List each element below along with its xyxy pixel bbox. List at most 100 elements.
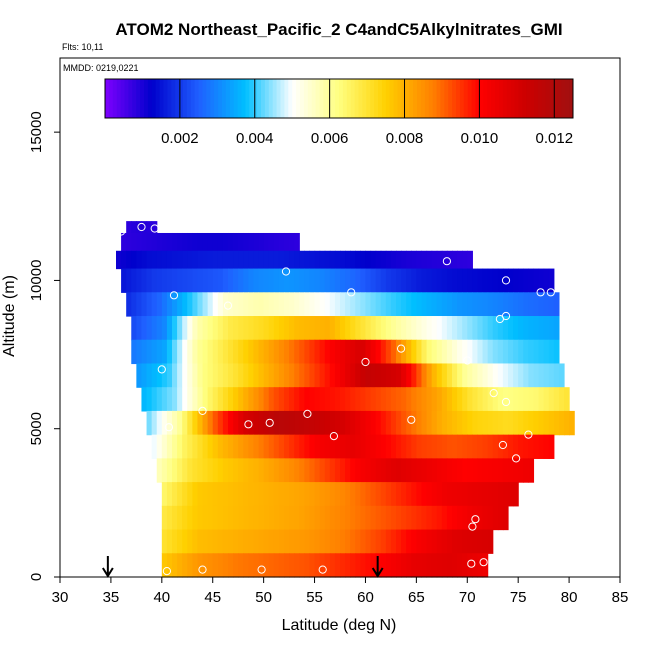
heatmap-cell — [182, 529, 188, 554]
heatmap-cell — [482, 387, 489, 412]
heatmap-cell — [467, 250, 473, 270]
heatmap-cell — [136, 292, 143, 317]
heatmap-cell — [258, 268, 265, 293]
heatmap-cell — [294, 505, 300, 531]
heatmap-cell — [457, 553, 463, 578]
heatmap-cell — [284, 553, 290, 578]
heatmap-cell — [533, 363, 540, 388]
heatmap-cell — [309, 482, 316, 507]
heatmap-cell — [411, 410, 417, 436]
heatmap-cell — [238, 292, 244, 317]
heatmap-cell — [416, 529, 423, 554]
heatmap-cell — [533, 292, 540, 317]
heatmap-cell — [390, 434, 397, 459]
heatmap-cell — [253, 458, 260, 483]
colorbar-segment — [498, 79, 504, 118]
heatmap-cell — [258, 292, 265, 317]
heatmap-cell — [146, 250, 153, 270]
heatmap-cell — [278, 232, 285, 252]
heatmap-cell — [385, 458, 392, 483]
heatmap-cell — [436, 387, 443, 412]
heatmap-cell — [334, 268, 341, 293]
heatmap-cell — [324, 434, 331, 459]
heatmap-cell — [177, 553, 183, 578]
heatmap-cell — [411, 268, 417, 293]
heatmap-cell — [360, 458, 367, 483]
heatmap-cell — [146, 387, 153, 412]
heatmap-cell — [340, 292, 346, 317]
heatmap-cell — [284, 363, 290, 388]
heatmap-cell — [492, 387, 499, 412]
heatmap-cell — [182, 458, 188, 483]
colorbar-segment — [420, 79, 426, 118]
heatmap-cell — [385, 268, 392, 293]
heatmap-cell — [289, 232, 295, 252]
heatmap-cell — [309, 292, 316, 317]
colorbar-segment — [463, 79, 469, 118]
heatmap-cell — [197, 250, 204, 270]
heatmap-cell — [212, 553, 219, 578]
heatmap-cell — [248, 529, 255, 554]
heatmap-cell — [345, 482, 351, 507]
heatmap-cell — [436, 363, 443, 388]
heatmap-cell — [452, 250, 458, 270]
heatmap-cell — [548, 410, 555, 436]
heatmap-cell — [421, 292, 428, 317]
heatmap-cell — [553, 410, 560, 436]
heatmap-cell — [467, 316, 473, 341]
heatmap-cell — [248, 316, 255, 341]
heatmap-cell — [462, 505, 468, 531]
heatmap-cell — [294, 458, 300, 483]
heatmap-cell — [126, 250, 132, 270]
heatmap-cell — [248, 292, 255, 317]
heatmap-cell — [197, 553, 204, 578]
heatmap-cell — [436, 553, 443, 578]
heatmap-cell — [497, 482, 504, 507]
heatmap-cell — [329, 458, 336, 483]
heatmap-cell — [370, 387, 377, 412]
observation-point — [546, 288, 555, 297]
heatmap-cell — [268, 410, 275, 436]
heatmap-cell — [355, 363, 361, 388]
heatmap-cell — [502, 458, 509, 483]
heatmap-cell — [406, 505, 412, 531]
heatmap-cell — [314, 250, 321, 270]
heatmap-cell — [243, 553, 249, 578]
heatmap-cell — [467, 482, 473, 507]
heatmap-cell — [553, 339, 560, 365]
heatmap-cell — [166, 232, 173, 252]
heatmap-cell — [146, 221, 153, 234]
heatmap-cell — [365, 482, 372, 507]
heatmap-cell — [513, 434, 519, 459]
heatmap-cell — [222, 434, 229, 459]
heatmap-cell — [487, 292, 494, 317]
heatmap-cell — [273, 387, 280, 412]
heatmap-cell — [289, 339, 295, 365]
heatmap-cell — [360, 529, 367, 554]
heatmap-cell — [166, 458, 173, 483]
heatmap-cell — [365, 316, 372, 341]
heatmap-cell — [233, 316, 239, 341]
colorbar-segment — [210, 79, 215, 118]
heatmap-cell — [360, 434, 367, 459]
colorbar-segment — [245, 79, 250, 118]
heatmap-cell — [233, 232, 239, 252]
heatmap-cell — [202, 292, 209, 317]
heatmap-cell — [548, 339, 555, 365]
heatmap-cell — [309, 250, 316, 270]
heatmap-cell — [436, 410, 443, 436]
heatmap-cell — [385, 505, 392, 531]
heatmap-cell — [253, 410, 260, 436]
heatmap-cell — [314, 316, 321, 341]
colorbar-segment — [409, 79, 414, 118]
heatmap-cell — [116, 250, 122, 270]
heatmap-cell — [385, 482, 392, 507]
heatmap-cell — [222, 363, 229, 388]
heatmap-cell — [141, 250, 148, 270]
heatmap-cell — [497, 434, 504, 459]
heatmap-cell — [192, 250, 199, 270]
heatmap-cell — [207, 410, 214, 436]
heatmap-cell — [406, 250, 412, 270]
heatmap-cell — [202, 458, 209, 483]
heatmap-cell — [345, 387, 351, 412]
